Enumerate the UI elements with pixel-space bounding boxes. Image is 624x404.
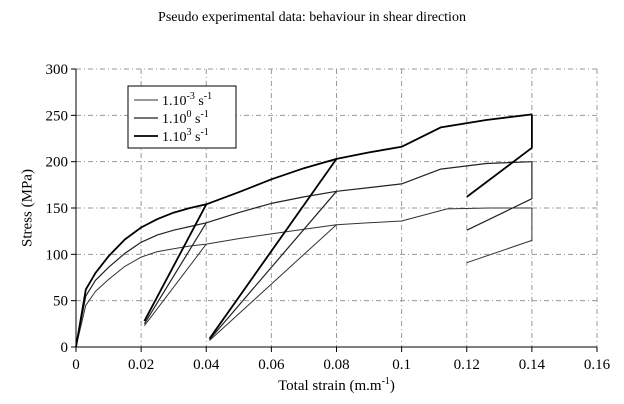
series-line-1-segment-3 bbox=[209, 224, 337, 341]
x-tick-label: 0.08 bbox=[323, 357, 349, 373]
x-tick-label: 0.12 bbox=[454, 357, 480, 373]
x-tick-label: 0.14 bbox=[519, 357, 546, 373]
series-line-3-segment-3 bbox=[208, 158, 338, 340]
x-tick-label: 0 bbox=[72, 357, 80, 373]
x-axis-label: Total strain (m.m-1) bbox=[76, 376, 597, 395]
y-tick-label: 200 bbox=[46, 155, 69, 171]
y-tick-label: 0 bbox=[61, 340, 69, 356]
series-line-2-segment-2 bbox=[143, 222, 207, 325]
x-tick-label: 0.16 bbox=[584, 357, 611, 373]
y-tick-label: 50 bbox=[53, 294, 68, 310]
x-tick-label: 0.1 bbox=[392, 357, 411, 373]
series-line-2-segment-3 bbox=[209, 190, 337, 340]
series-line-2-segment-4 bbox=[466, 161, 533, 231]
x-tick-label: 0.06 bbox=[258, 357, 285, 373]
legend-label-1: 1.10-3 s-1 bbox=[162, 91, 212, 109]
legend-label-3: 1.103 s-1 bbox=[162, 127, 209, 145]
chart-title: Pseudo experimental data: behaviour in s… bbox=[158, 10, 466, 25]
series-line-3-segment-1 bbox=[75, 113, 533, 348]
y-tick-label: 150 bbox=[46, 201, 69, 217]
legend bbox=[127, 85, 237, 149]
series-line-3-segment-4 bbox=[466, 114, 533, 198]
x-axis-label-sup: -1 bbox=[381, 376, 390, 387]
x-tick-label: 0.04 bbox=[193, 357, 220, 373]
x-axis-label-end: ) bbox=[389, 378, 395, 394]
x-axis-label-base: Total strain (m.m bbox=[278, 378, 382, 394]
y-tick-label: 100 bbox=[46, 247, 69, 263]
y-tick-label: 250 bbox=[46, 108, 69, 124]
y-tick-label: 300 bbox=[46, 62, 69, 78]
legend-label-2: 1.100 s-1 bbox=[162, 109, 209, 127]
series-line-1-segment-2 bbox=[144, 243, 207, 327]
series-line-1-segment-4 bbox=[466, 208, 533, 264]
x-tick-label: 0.02 bbox=[128, 357, 154, 373]
series-line-3-segment-2 bbox=[143, 203, 208, 322]
